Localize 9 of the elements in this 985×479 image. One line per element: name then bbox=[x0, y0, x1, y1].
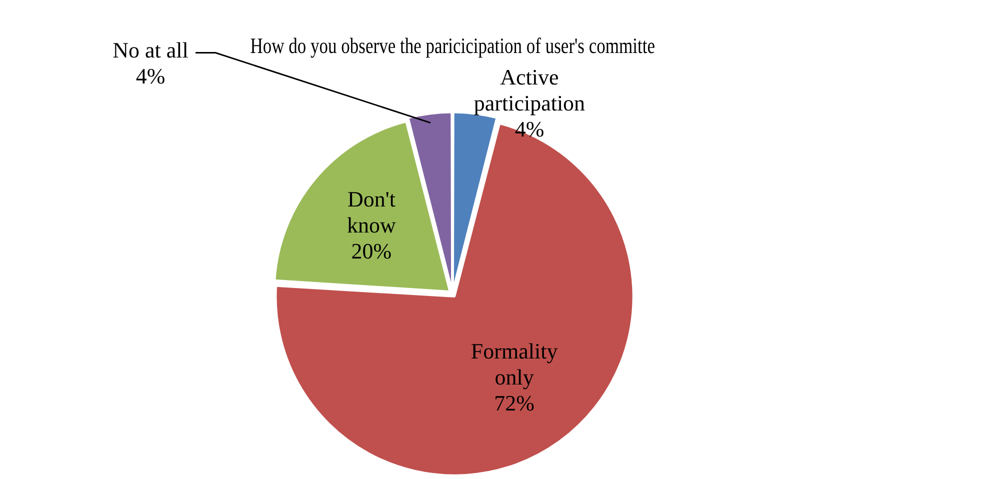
chart-title: How do you observe the paricicipation of user's committe bbox=[250, 34, 656, 59]
slice-label: Formality only bbox=[470, 338, 558, 390]
slice-label: Active participation bbox=[474, 64, 586, 116]
slice-label: No at all bbox=[112, 38, 188, 63]
data-label: 4% bbox=[514, 116, 544, 142]
data-label: 20% bbox=[351, 238, 392, 264]
slice-label: Don't know bbox=[347, 186, 396, 238]
data-label: 4% bbox=[136, 64, 166, 89]
data-label: 72% bbox=[494, 390, 534, 416]
